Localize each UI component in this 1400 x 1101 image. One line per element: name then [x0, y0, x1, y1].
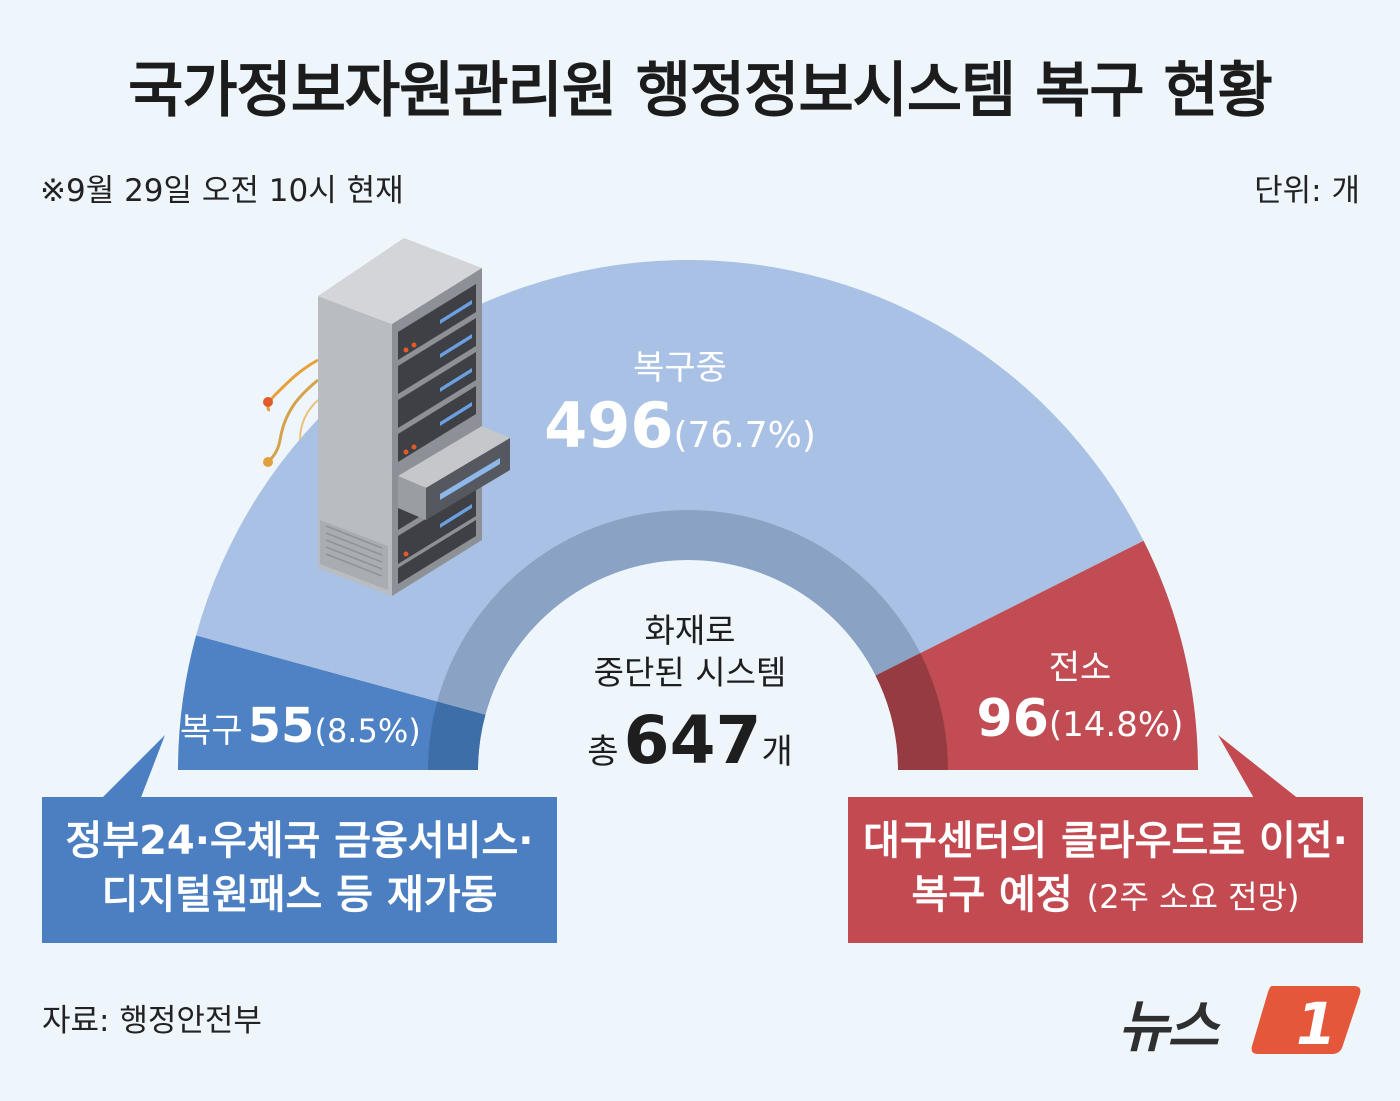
- label-relocation-value: 96: [976, 689, 1049, 749]
- slice-inner-band-2: [875, 653, 948, 770]
- source-credit: 자료: 행정안전부: [42, 1003, 262, 1039]
- center-line-2: 중단된 시스템: [593, 653, 787, 692]
- blue-pointer: [100, 735, 165, 800]
- page-title: 국가정보자원관리원 행정정보시스템 복구 현황: [128, 56, 1273, 126]
- label-recovering-name: 복구중: [633, 348, 727, 388]
- timestamp-note: ※9월 29일 오전 10시 현재: [40, 173, 404, 209]
- callout-restored: 정부24·우체국 금융서비스· 디지털원패스 등 재가동: [42, 797, 557, 943]
- callout-restored-line1: 정부24·우체국 금융서비스·: [65, 818, 534, 864]
- label-restored: 복구 55(8.5%): [180, 698, 480, 754]
- label-relocation-name: 전소: [1048, 648, 1112, 688]
- logo-mark-icon: 1: [1251, 986, 1361, 1058]
- server-rack-icon: [263, 238, 510, 596]
- callout-restored-line2: 디지털원패스 등 재가동: [101, 872, 498, 918]
- center-total: 화재로 중단된 시스템 총 647개: [530, 610, 850, 779]
- label-relocation-pct: (14.8%): [1048, 705, 1184, 745]
- label-relocation: 전소 96(14.8%): [930, 640, 1230, 749]
- callout-relocation-line1: 대구센터의 클라우드로 이전·: [863, 818, 1348, 864]
- label-recovering: 복구중 496(76.7%): [480, 340, 880, 462]
- callout-relocation-line2: 복구 예정: [911, 872, 1073, 918]
- red-pointer: [1218, 735, 1300, 800]
- label-restored-value: 55: [247, 698, 315, 754]
- center-line-1: 화재로: [644, 611, 736, 650]
- label-recovering-value: 496: [544, 389, 674, 462]
- slice-inner-band-0: [428, 701, 486, 770]
- logo-text: 뉴스: [1118, 995, 1219, 1060]
- slice-2: [875, 540, 1198, 770]
- cable-icon: [266, 358, 319, 412]
- total-prefix: 총: [587, 732, 619, 772]
- unit-label: 단위: 개: [1254, 173, 1360, 209]
- total-value: 647: [623, 702, 762, 779]
- total-suffix: 개: [761, 732, 793, 772]
- logo-mark-text: 1: [1296, 990, 1336, 1058]
- label-recovering-pct: (76.7%): [673, 415, 816, 456]
- label-restored-name: 복구: [180, 711, 243, 751]
- slice-inner-band-1: [437, 510, 921, 715]
- label-restored-pct: (8.5%): [314, 712, 421, 750]
- callout-relocation-note: (2주 소요 전망): [1086, 878, 1300, 916]
- slice-0: [178, 635, 486, 770]
- callout-relocation: 대구센터의 클라우드로 이전· 복구 예정 (2주 소요 전망): [848, 797, 1363, 943]
- news1-logo: 뉴스 1: [1118, 980, 1363, 1060]
